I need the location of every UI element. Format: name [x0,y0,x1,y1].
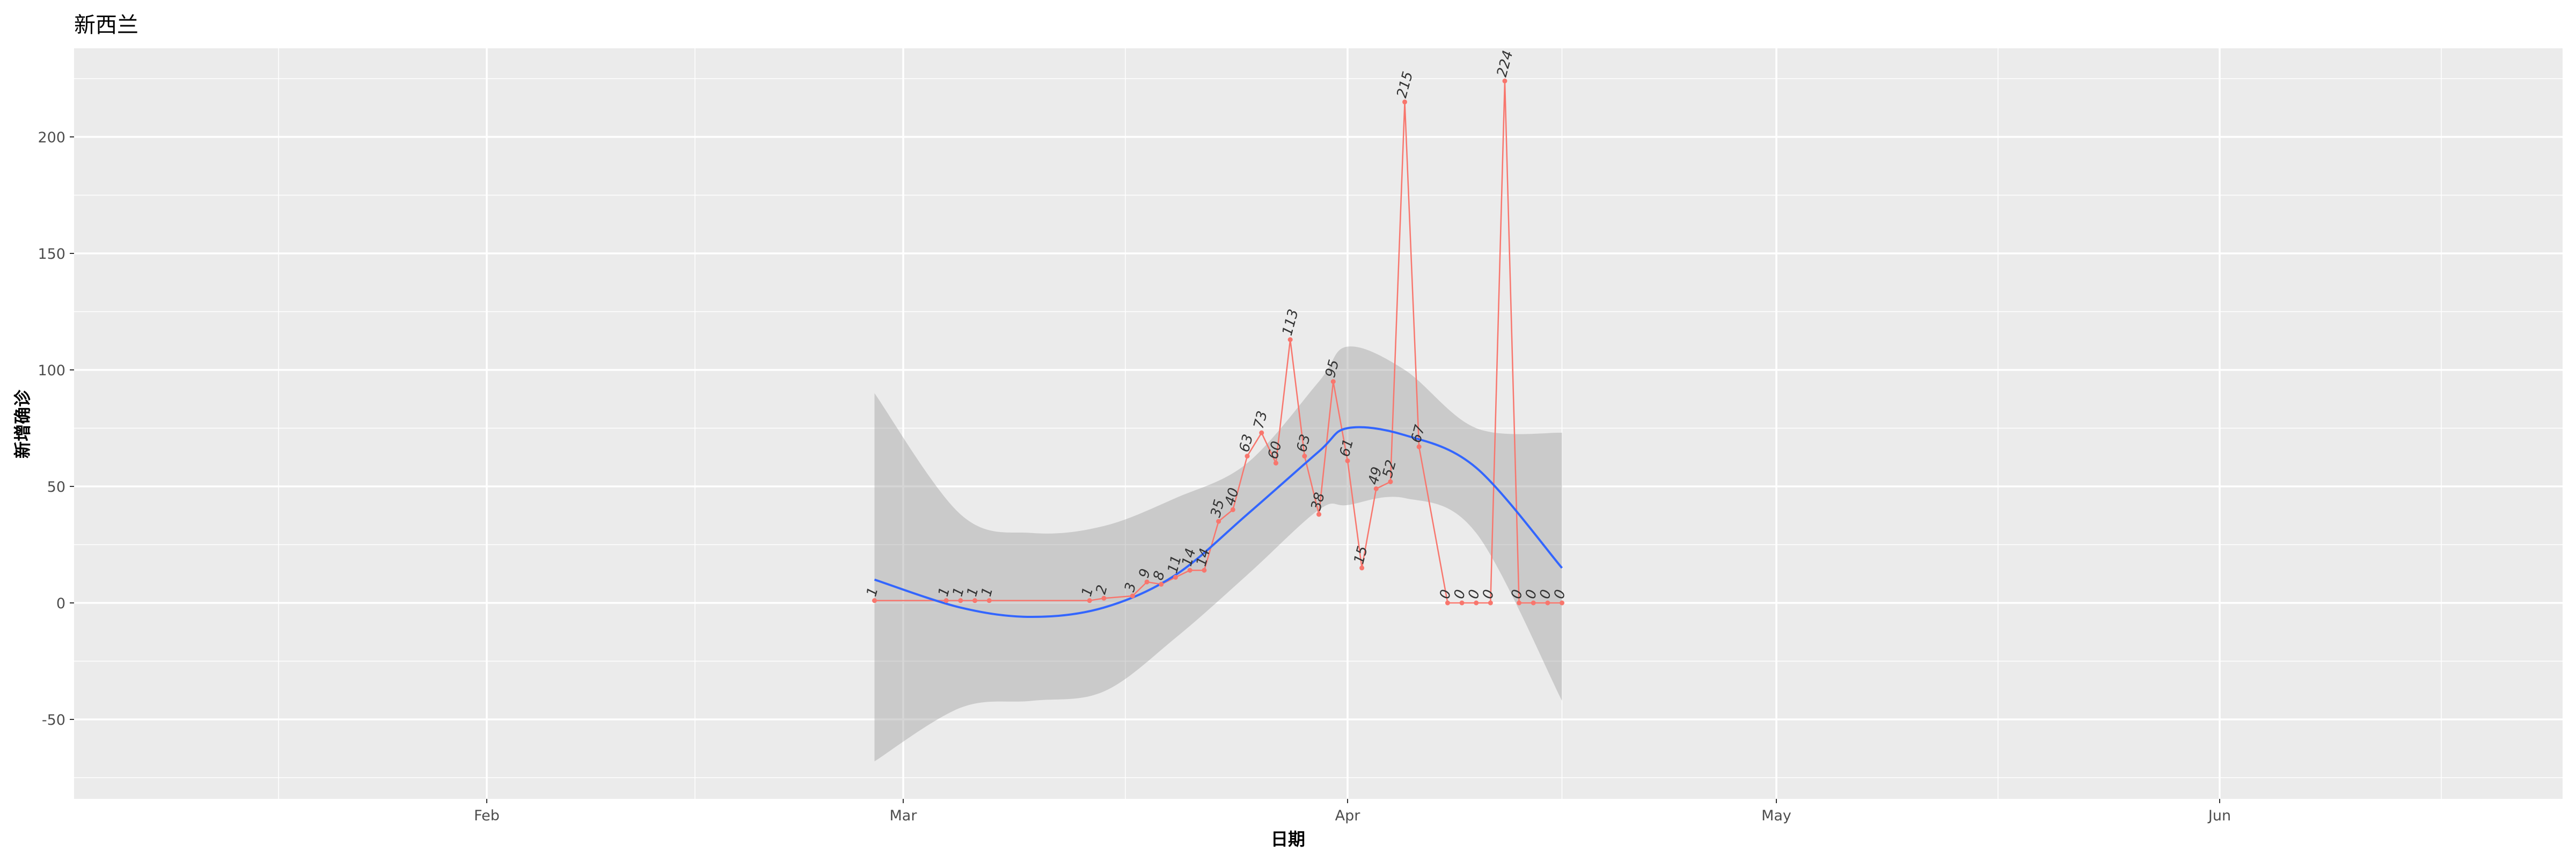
x-tick-label: Apr [1335,807,1361,824]
data-point [1287,337,1293,343]
data-label: 1 [950,586,968,599]
data-point [1245,454,1250,459]
y-tick-label: 150 [38,246,65,263]
x-tick-label: Jun [2207,807,2231,824]
data-label: 3 [1122,581,1139,594]
data-point [1373,486,1379,491]
data-point [1302,454,1307,459]
data-point [1359,565,1365,571]
data-label: 0 [1480,588,1497,601]
data-point [1101,595,1107,601]
data-label: 0 [1437,588,1454,601]
x-tick-label: May [1761,807,1791,824]
data-label: 9 [1136,567,1154,580]
data-label: 0 [1551,588,1569,601]
data-point [958,598,963,603]
data-point [986,598,992,603]
data-point [1173,574,1178,580]
data-label: 0 [1523,588,1540,601]
data-point [1230,507,1235,512]
data-point [1316,512,1322,517]
data-point [1416,444,1422,449]
data-label: 2 [1093,583,1111,596]
data-label: 1 [863,586,881,599]
y-tick-label: 100 [38,362,65,379]
data-point [1202,567,1207,573]
data-point [1273,461,1278,466]
data-label: 0 [1537,588,1555,601]
data-point [1445,600,1450,606]
data-point [1345,458,1350,463]
data-label: 1 [1079,586,1096,599]
data-point [1474,600,1479,606]
data-label: 0 [1508,588,1526,601]
data-point [1144,579,1150,585]
data-point [1259,430,1264,435]
y-tick-label: 50 [47,479,65,496]
data-label: 8 [1151,569,1168,582]
data-point [1330,379,1336,384]
smooth-line [874,426,1563,618]
data-point [1159,581,1164,587]
data-label: 1 [964,586,982,599]
x-axis-label: 日期 [1270,829,1305,849]
data-point [1130,593,1135,599]
data-label: 1 [935,586,953,599]
y-tick-label: -50 [42,712,65,729]
confidence-ribbon [874,346,1562,762]
data-point [1502,78,1507,84]
x-tick-label: Feb [474,807,500,824]
data-point [872,598,877,603]
data-label: 1 [978,586,996,599]
data-label: 0 [1451,588,1469,601]
data-point [1560,600,1564,606]
data-label: 0 [1465,588,1483,601]
y-axis-label: 新增确诊 [12,389,33,459]
data-point [1216,519,1221,524]
data-point [1517,600,1522,606]
data-point [1488,600,1493,606]
data-point [1459,600,1465,606]
data-point [1388,479,1393,484]
y-tick-label: 200 [38,129,65,146]
data-point [1087,598,1092,603]
data-point [1545,600,1550,606]
plot-panel [74,48,2563,799]
y-tick-label: 0 [56,595,65,612]
data-point [1187,567,1192,573]
x-tick-label: Mar [890,807,918,824]
data-point [1402,99,1408,105]
data-point [943,598,949,603]
chart-title: 新西兰 [74,13,138,38]
data-point [972,598,978,603]
data-point [1531,600,1536,606]
